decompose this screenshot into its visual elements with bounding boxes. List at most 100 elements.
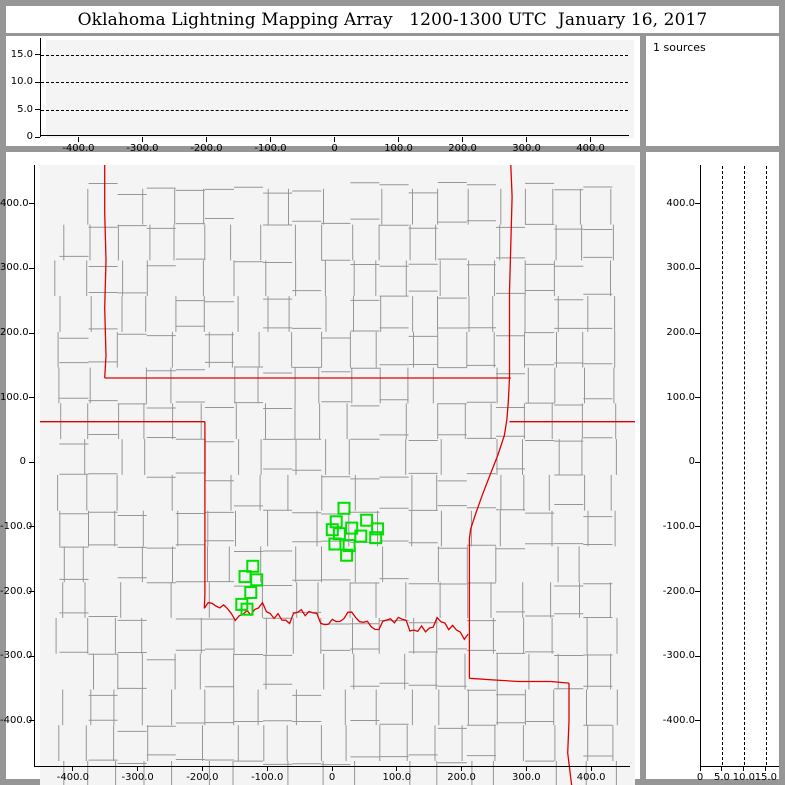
top-x-tick: [590, 137, 592, 142]
map-y-ticklabel: -100.0: [0, 520, 33, 532]
map-x-tick: [72, 766, 74, 771]
top-x-tick: [269, 137, 271, 142]
altitude-histogram-panel: [646, 152, 779, 779]
lma-source-marker: [328, 537, 342, 551]
map-x-tick: [137, 766, 139, 771]
top-x-tick: [77, 137, 79, 142]
lma-source-marker: [342, 539, 356, 553]
map-y-tick: [29, 203, 34, 205]
altitude-histogram-y-axis: [700, 165, 701, 767]
lma-source-marker: [337, 501, 351, 515]
lma-source-marker: [340, 548, 354, 562]
map-x-tick: [525, 766, 527, 771]
top-x-tick: [205, 137, 207, 142]
map-y-ticklabel: -300.0: [0, 650, 33, 662]
sources-count-label: 1 sources: [653, 41, 706, 54]
state-border-panhandle-west: [104, 165, 107, 379]
time-altitude-y-axis: [40, 38, 41, 137]
histogram-y-ticklabel: 0: [688, 456, 695, 468]
top-y-ticklabel: 0: [26, 131, 33, 142]
histogram-y-tick: [695, 720, 700, 722]
map-y-tick: [29, 267, 34, 269]
histogram-y-tick: [695, 397, 700, 399]
top-x-tick: [398, 137, 400, 142]
map-x-ticklabel: -400.0: [56, 772, 89, 783]
lma-source-marker: [354, 529, 368, 543]
histogram-gridline: [743, 166, 745, 765]
top-y-tick: [35, 81, 40, 83]
top-x-tick: [526, 137, 528, 142]
map-y-ticklabel: 0: [19, 456, 26, 468]
lma-source-marker: [250, 573, 264, 587]
histogram-y-tick: [695, 203, 700, 205]
histogram-y-ticklabel: -300.0: [662, 650, 695, 662]
histogram-x-tick: [699, 766, 701, 771]
time-altitude-panel: [6, 36, 640, 146]
map-y-tick: [29, 526, 34, 528]
top-x-ticklabel: 100.0: [384, 143, 413, 154]
state-border-oklahoma-east: [468, 165, 513, 679]
map-x-ticklabel: 300.0: [512, 772, 541, 783]
state-border-red-river: [203, 601, 469, 641]
plan-view-map-panel: [6, 152, 640, 785]
histogram-y-ticklabel: -100.0: [662, 520, 695, 532]
map-y-tick: [29, 720, 34, 722]
top-y-tick: [35, 109, 40, 110]
state-border-south-east-link: [469, 677, 570, 684]
map-x-tick: [590, 766, 592, 771]
histogram-y-ticklabel: -200.0: [662, 585, 695, 597]
plan-view-y-axis: [34, 165, 35, 767]
top-x-ticklabel: 0: [331, 143, 338, 154]
top-y-ticklabel: 15.0: [10, 48, 33, 60]
map-y-tick: [29, 332, 34, 334]
lma-source-markers: [235, 501, 385, 616]
state-boundaries: [40, 165, 635, 785]
map-x-ticklabel: -300.0: [121, 772, 154, 783]
histogram-gridline: [765, 166, 767, 765]
histogram-y-tick: [695, 526, 700, 528]
top-x-ticklabel: 300.0: [512, 143, 541, 154]
map-y-tick: [29, 655, 34, 657]
lma-source-marker: [325, 523, 339, 537]
histogram-y-tick: [695, 332, 700, 334]
lma-source-marker: [240, 602, 254, 616]
map-y-ticklabel: 100.0: [0, 391, 29, 403]
plan-view-plot-area: [40, 165, 635, 785]
histogram-y-ticklabel: 300.0: [666, 262, 695, 274]
map-x-tick: [266, 766, 268, 771]
histogram-x-ticklabel: 10.0: [732, 772, 755, 783]
sources-count-panel: 1 sources: [646, 36, 779, 146]
map-x-ticklabel: 200.0: [447, 772, 476, 783]
map-y-tick: [29, 461, 34, 463]
state-border-louisiana-west: [567, 683, 573, 785]
time-altitude-plot-area: [46, 40, 634, 138]
page-title: Oklahoma Lightning Mapping Array 1200-13…: [77, 9, 708, 30]
histogram-x-tick: [743, 766, 745, 771]
lma-source-marker: [371, 522, 385, 536]
histogram-y-ticklabel: 400.0: [666, 197, 695, 209]
lma-source-marker: [369, 531, 383, 545]
map-x-ticklabel: 100.0: [382, 772, 412, 783]
top-gridline: [41, 54, 628, 56]
histogram-x-ticklabel: 0: [696, 772, 704, 783]
histogram-x-tick: [721, 766, 723, 771]
map-x-tick: [331, 766, 333, 771]
map-geography: [40, 165, 635, 785]
time-altitude-x-axis: [40, 135, 629, 136]
map-y-ticklabel: 400.0: [0, 197, 29, 209]
histogram-x-ticklabel: 5.0: [713, 772, 730, 783]
lma-source-marker: [329, 515, 343, 529]
histogram-y-tick: [695, 461, 700, 463]
histogram-gridline: [721, 166, 723, 765]
top-x-tick: [462, 137, 464, 142]
lma-source-marker: [246, 559, 260, 573]
map-x-tick: [461, 766, 463, 771]
top-gridline: [41, 82, 628, 83]
histogram-y-tick: [695, 591, 700, 593]
top-x-ticklabel: -100.0: [254, 143, 287, 154]
state-border-panhandle-east: [203, 421, 206, 609]
top-y-ticklabel: 10.0: [10, 76, 33, 87]
map-y-tick: [29, 397, 34, 399]
map-x-tick: [396, 766, 398, 771]
